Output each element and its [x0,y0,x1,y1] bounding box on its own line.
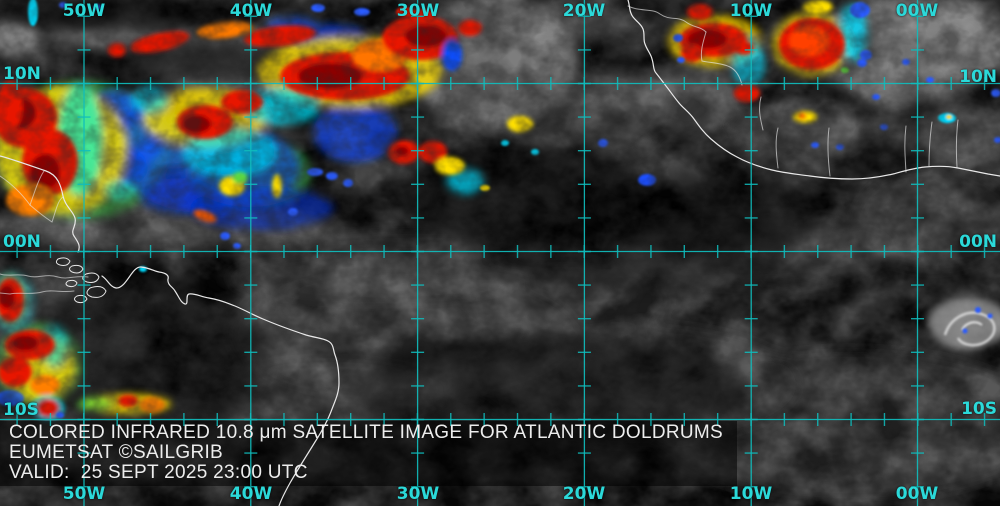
lon-label-bottom-50w: 50W [62,484,106,504]
lon-label-bottom-30w: 30W [396,484,440,504]
lon-label-bottom-40w: 40W [229,484,273,504]
lon-label-top-10w: 10W [729,1,773,21]
caption-dim-box [0,421,737,486]
lon-label-top-30w: 30W [396,1,440,21]
coastline-west-africa [627,0,1000,180]
caption-title: COLORED INFRARED 10.8 μm SATELLITE IMAGE… [9,422,724,443]
lon-label-top-50w: 50W [62,1,106,21]
coastline-brazil [101,266,340,506]
lon-label-top-40w: 40W [229,1,273,21]
lon-label-bottom-00w: 00W [895,484,939,504]
lat-label-right-10s: 10S [961,399,997,419]
lon-label-top-20w: 20W [562,1,606,21]
lat-label-left-10n: 10N [3,64,41,84]
lat-label-right-00n: 00N [959,232,997,252]
lon-label-bottom-10w: 10W [729,484,773,504]
lon-label-bottom-20w: 20W [562,484,606,504]
caption-overlay: COLORED INFRARED 10.8 μm SATELLITE IMAGE… [0,421,737,486]
caption-valid-time: VALID: 25 SEPT 2025 23:00 UTC [9,462,308,483]
lat-label-right-10n: 10N [959,67,997,87]
lat-label-left-10s: 10S [3,400,39,420]
borders-west-africa [627,5,959,177]
latitude-gridlines [0,82,1000,421]
coastline-amazon-delta-islands [55,257,107,304]
coastline-south-america [0,155,80,253]
cloud-eddy [928,297,1000,349]
caption-attribution: EUMETSAT ©SAILGRIB [9,442,224,463]
rivers-and-borders-south-america [0,170,89,295]
lon-label-top-00w: 00W [895,1,939,21]
lat-label-left-00n: 00N [3,232,41,252]
